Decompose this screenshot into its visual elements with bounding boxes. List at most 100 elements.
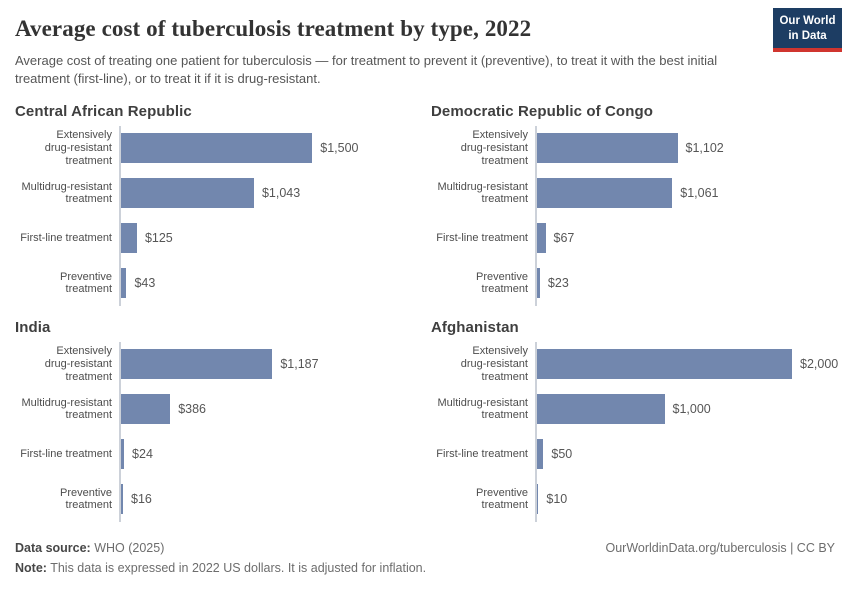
category-label-line: Extensively xyxy=(56,129,112,142)
bar xyxy=(121,349,273,380)
bar-row: Extensively drug-resistant treatment $1,102 xyxy=(431,126,835,171)
category-label: Preventive treatment xyxy=(431,487,535,513)
panel-central-african-republic: Central African Republic Extensively drug-… xyxy=(15,103,419,306)
bar-row: First-line treatment $50 xyxy=(431,432,835,477)
bar-area: $24 xyxy=(119,439,419,470)
bar-area: $1,061 xyxy=(535,178,835,209)
category-label: First-line treatment xyxy=(431,232,535,245)
bar-area: $43 xyxy=(119,268,419,299)
bar xyxy=(121,133,313,164)
panel-chart: Extensively drug-resistant treatment $1,500… xyxy=(15,125,419,306)
chart-subtitle: Average cost of treating one patient for… xyxy=(15,53,718,87)
panel-afghanistan: Afghanistan Extensively drug-resistant trea… xyxy=(431,319,839,522)
category-label-line: First-line treatment xyxy=(20,448,112,461)
category-label: First-line treatment xyxy=(15,232,119,245)
panel-democratic-republic-of-congo: Democratic Republic of Congo Extensively d… xyxy=(431,103,835,306)
bar xyxy=(121,223,137,254)
value-label: $1,102 xyxy=(685,141,724,156)
category-label-line: drug-resistant xyxy=(460,142,528,155)
owid-logo: Our World in Data xyxy=(773,8,842,53)
category-label-line: treatment xyxy=(65,370,112,383)
category-label-line: treatment xyxy=(481,193,528,206)
value-label: $23 xyxy=(547,276,569,291)
category-label-line: Preventive xyxy=(476,270,528,283)
value-label: $1,000 xyxy=(672,402,711,417)
bar-row: First-line treatment $67 xyxy=(431,216,835,261)
bar-area: $2,000 xyxy=(535,349,839,380)
category-label-line: Preventive xyxy=(60,270,112,283)
category-label: Multidrug-resistant treatment xyxy=(431,397,535,423)
category-label-line: Extensively xyxy=(472,345,528,358)
value-label: $10 xyxy=(546,492,568,507)
bar xyxy=(121,439,125,470)
bar xyxy=(121,178,254,209)
category-label: Extensively drug-resistant treatment xyxy=(15,129,119,167)
category-label: Multidrug-resistant treatment xyxy=(15,181,119,207)
bar xyxy=(537,394,665,425)
note-value: This data is expressed in 2022 US dollar… xyxy=(50,560,427,575)
category-label-line: drug-resistant xyxy=(44,358,112,371)
bar xyxy=(537,133,678,164)
bar xyxy=(121,268,127,299)
chart-title: Average cost of tuberculosis treatment b… xyxy=(15,16,532,41)
bar-row: First-line treatment $24 xyxy=(15,432,419,477)
value-label: $1,061 xyxy=(680,186,719,201)
bar xyxy=(537,223,546,254)
category-label-line: Preventive xyxy=(60,486,112,499)
y-axis-line xyxy=(535,125,537,306)
value-label: $1,043 xyxy=(261,186,301,201)
category-label: First-line treatment xyxy=(431,448,535,461)
panel-india: India Extensively drug-resistant treatment $… xyxy=(15,319,419,522)
category-label-line: treatment xyxy=(65,283,112,296)
bar xyxy=(537,439,544,470)
panel-title: India xyxy=(15,318,51,336)
category-label-line: Multidrug-resistant xyxy=(437,180,528,193)
category-label: Extensively drug-resistant treatment xyxy=(15,345,119,383)
panel-chart: Extensively drug-resistant treatment $1,102… xyxy=(431,125,835,306)
bar-row: Preventive treatment $23 xyxy=(431,261,835,306)
category-label-line: drug-resistant xyxy=(460,358,528,371)
category-label-line: treatment xyxy=(481,370,528,383)
data-source-value: WHO (2025) xyxy=(94,540,165,555)
bar xyxy=(537,484,539,515)
value-label: $1,187 xyxy=(280,357,319,372)
category-label-line: First-line treatment xyxy=(436,232,528,245)
bar-row: First-line treatment $125 xyxy=(15,216,419,261)
bar-row: Preventive treatment $10 xyxy=(431,477,835,522)
category-label: Multidrug-resistant treatment xyxy=(431,181,535,207)
logo-line1: Our World xyxy=(779,15,836,27)
value-label: $1,500 xyxy=(320,141,359,156)
panel-chart: Extensively drug-resistant treatment $1,187… xyxy=(15,341,419,522)
bar xyxy=(121,484,124,515)
bar-area: $1,043 xyxy=(119,178,419,209)
footer: Data source: WHO (2025) Note: This data … xyxy=(15,538,835,578)
category-label: Multidrug-resistant treatment xyxy=(15,397,119,423)
bar-area: $1,000 xyxy=(535,394,835,425)
footer-left: Data source: WHO (2025) Note: This data … xyxy=(15,538,426,578)
bar-row: Extensively drug-resistant treatment $1,187 xyxy=(15,342,419,387)
category-label-line: Extensively xyxy=(56,345,112,358)
bar-row: Multidrug-resistant treatment $1,000 xyxy=(431,387,835,432)
note-label: Note: xyxy=(15,560,47,575)
category-label: Preventive treatment xyxy=(431,271,535,297)
category-label-line: treatment xyxy=(65,499,112,512)
citation-link[interactable]: OurWorldinData.org/tuberculosis | CC BY xyxy=(605,540,836,555)
bar-area: $1,500 xyxy=(119,133,419,164)
y-axis-line xyxy=(119,125,121,306)
bar-row: Extensively drug-resistant treatment $2,000 xyxy=(431,342,839,387)
value-label: $2,000 xyxy=(800,357,839,372)
category-label-line: Multidrug-resistant xyxy=(437,396,528,409)
category-label-line: treatment xyxy=(481,409,528,422)
bar-row: Multidrug-resistant treatment $1,061 xyxy=(431,171,835,216)
category-label-line: First-line treatment xyxy=(436,448,528,461)
category-label-line: treatment xyxy=(65,154,112,167)
value-label: $43 xyxy=(134,276,156,291)
category-label: Preventive treatment xyxy=(15,271,119,297)
category-label-line: drug-resistant xyxy=(44,142,112,155)
panel-chart: Extensively drug-resistant treatment $2,000… xyxy=(431,341,839,522)
bar-row: Preventive treatment $16 xyxy=(15,477,419,522)
value-label: $125 xyxy=(144,231,173,246)
category-label-line: Multidrug-resistant xyxy=(21,180,112,193)
category-label: Extensively drug-resistant treatment xyxy=(431,129,535,167)
bar-row: Extensively drug-resistant treatment $1,500 xyxy=(15,126,419,171)
